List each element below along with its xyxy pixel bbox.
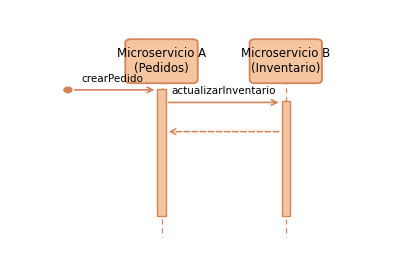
Text: actualizarInventario: actualizarInventario: [171, 86, 276, 96]
Circle shape: [64, 87, 72, 93]
FancyBboxPatch shape: [282, 101, 290, 216]
FancyBboxPatch shape: [157, 89, 166, 216]
Text: Microservicio B
(Inventario): Microservicio B (Inventario): [241, 47, 330, 75]
Text: Microservicio A
(Pedidos): Microservicio A (Pedidos): [117, 47, 206, 75]
Text: crearPedido: crearPedido: [82, 74, 143, 84]
FancyBboxPatch shape: [249, 39, 322, 83]
FancyBboxPatch shape: [125, 39, 198, 83]
